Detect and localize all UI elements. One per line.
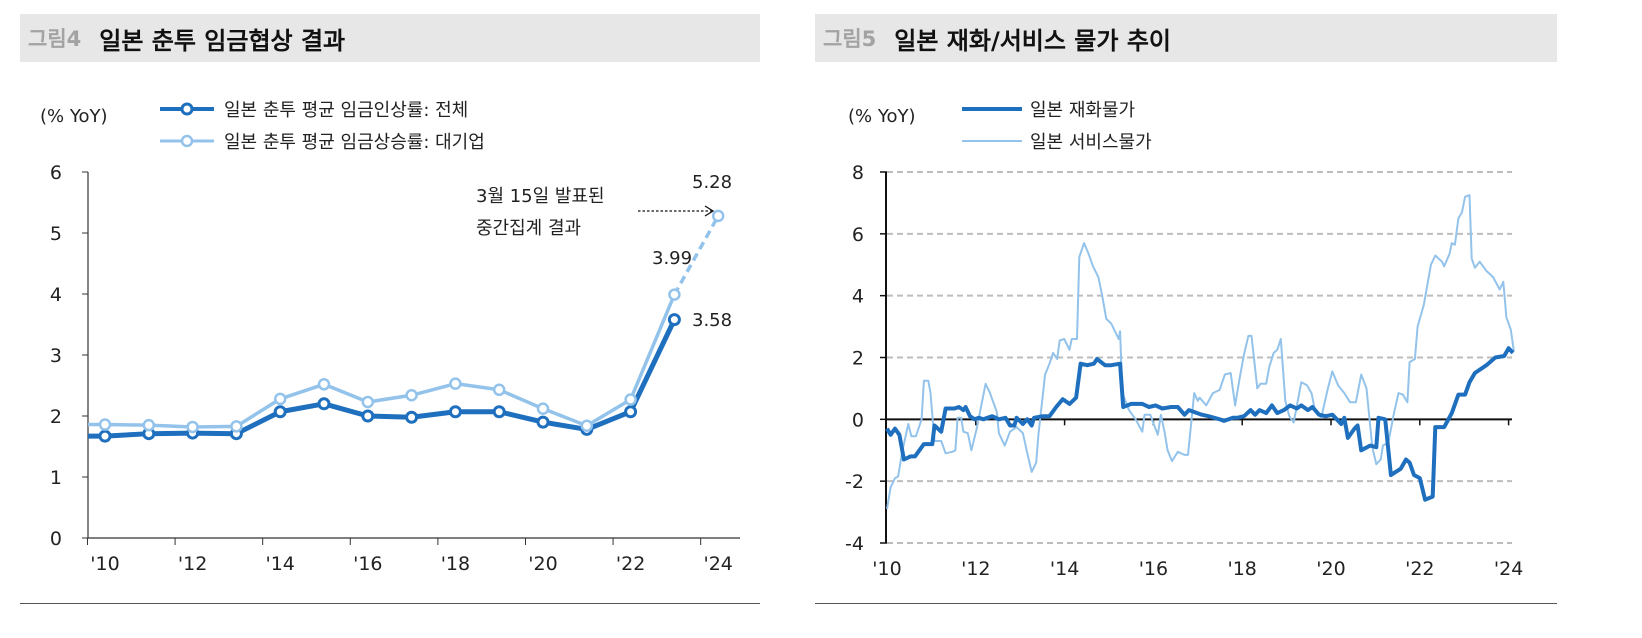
right-y-tick-label: 2: [852, 348, 864, 370]
data-point-large: [711, 209, 725, 223]
left-y-tick-label: 5: [50, 223, 62, 245]
annotation-arrowhead: [704, 205, 715, 217]
left-x-tick-label: '22: [616, 553, 645, 575]
data-point-large: [536, 402, 550, 415]
data-point-large: [186, 420, 199, 434]
left-x-tick-label: '20: [528, 553, 557, 575]
legend-label-total: 일본 춘투 평균 임금인상률: 전체: [224, 100, 468, 121]
figure4-header: 그림4 일본 춘투 임금협상 결과: [20, 14, 760, 62]
left-y-tick-label: 4: [50, 284, 62, 306]
series-line-large: [88, 293, 677, 429]
right-x-tick-label: '16: [1139, 558, 1168, 580]
data-point-large: [405, 389, 418, 402]
left-x-tick-label: '18: [441, 553, 470, 575]
data-point-large: [142, 418, 156, 432]
legend-marker-large: [180, 134, 194, 148]
figure5-header: 그림5 일본 재화/서비스 물가 추이: [815, 14, 1557, 62]
data-point-total: [273, 405, 287, 419]
left-legend: 일본 춘투 평균 임금인상률: 전체 일본 춘투 평균 임금상승률: 대기업: [160, 100, 485, 153]
left-x-tick-label: '12: [178, 553, 207, 575]
data-point-large: [230, 420, 243, 433]
right-y-tick-label: 0: [852, 409, 864, 431]
figure5-bottom-rule: [815, 603, 1557, 604]
left-y-tick-label: 1: [50, 467, 62, 489]
left-x-tick-label: '24: [703, 553, 732, 575]
left-x-tick-label: '16: [353, 553, 382, 575]
legend-label-large: 일본 춘투 평균 임금상승률: 대기업: [224, 132, 485, 153]
right-x-tick-label: '20: [1316, 558, 1345, 580]
data-point-total: [536, 415, 550, 429]
right-y-tick-label: 8: [852, 162, 864, 184]
series-line-total: [88, 318, 677, 439]
data-point-large: [98, 418, 112, 431]
figure4-title: 일본 춘투 임금협상 결과: [99, 26, 346, 55]
data-point-large: [668, 288, 681, 301]
figure5-title: 일본 재화/서비스 물가 추이: [894, 26, 1171, 55]
data-label-3-58: 3.58: [692, 310, 732, 331]
left-y-tick-label: 6: [50, 162, 62, 184]
right-y-tick-label: -4: [845, 533, 864, 555]
left-x-tick-label: '14: [265, 553, 294, 575]
data-point-large: [361, 395, 375, 409]
data-point-total: [317, 397, 331, 411]
right-x-tick-label: '14: [1050, 558, 1079, 580]
left-y-tick-label: 2: [50, 406, 62, 428]
data-point-total: [624, 405, 638, 419]
right-legend: 일본 재화물가 일본 서비스물가: [962, 100, 1152, 153]
legend-marker-total: [180, 102, 194, 116]
right-x-tick-label: '18: [1227, 558, 1256, 580]
series-dashed-line-large: [672, 215, 720, 296]
data-point-total: [361, 409, 375, 423]
legend-label-goods: 일본 재화물가: [1030, 100, 1135, 121]
data-point-large: [449, 377, 462, 390]
annotation-line1: 3월 15일 발표된: [476, 186, 605, 207]
legend-label-services: 일본 서비스물가: [1030, 132, 1152, 153]
right-ylabel: (% YoY): [848, 106, 915, 127]
data-point-total: [492, 405, 506, 419]
right-y-tick-label: 6: [852, 224, 864, 246]
data-label-5-28: 5.28: [692, 172, 732, 193]
data-label-3-99: 3.99: [652, 248, 692, 269]
series-line-services: [886, 194, 1515, 510]
figure5-label: 그림5: [823, 27, 877, 51]
data-point-large: [273, 392, 287, 406]
data-point-large: [624, 393, 637, 406]
series-line-goods: [885, 346, 1515, 502]
data-point-large: [492, 383, 506, 397]
right-x-tick-label: '24: [1494, 558, 1523, 580]
left-y-tick-label: 3: [50, 345, 62, 367]
data-point-large: [580, 419, 594, 433]
right-x-tick-label: '10: [872, 558, 901, 580]
right-y-tick-label: -2: [845, 471, 864, 493]
left-x-tick-label: '10: [90, 553, 119, 575]
data-point-total: [405, 410, 419, 424]
right-x-tick-label: '22: [1405, 558, 1434, 580]
right-y-tick-label: 4: [852, 286, 864, 308]
right-x-tick-label: '12: [961, 558, 990, 580]
left-ylabel: (% YoY): [40, 106, 107, 127]
data-point-total: [448, 405, 462, 419]
figure4-bottom-rule: [20, 603, 760, 604]
data-point-total: [98, 429, 112, 443]
figure4-label: 그림4: [28, 27, 82, 51]
annotation-line2: 중간집계 결과: [476, 218, 581, 239]
data-point-total: [667, 313, 681, 327]
left-y-tick-label: 0: [50, 528, 62, 550]
data-point-large: [317, 378, 331, 391]
